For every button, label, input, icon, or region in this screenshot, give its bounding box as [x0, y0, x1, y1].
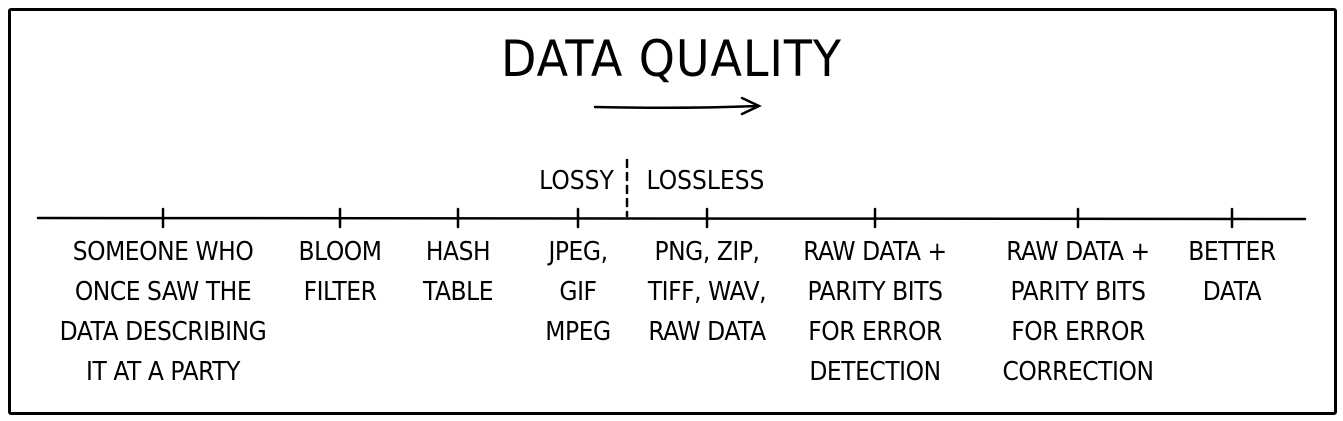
scale-item-line: TIFF, WAV,: [647, 277, 767, 307]
scale-item: RAW DATA + PARITY BITS FOR ERROR DETECTION: [767, 232, 983, 392]
scale-item-line: MPEG: [545, 317, 611, 347]
scale-item-line: FOR ERROR: [808, 317, 942, 347]
scale-item-line: BETTER: [1188, 237, 1276, 267]
scale-item-line: SOMEONE WHO: [72, 237, 254, 267]
scale-item-line: RAW DATA +: [1006, 237, 1150, 267]
scale-item: BLOOM FILTER: [232, 232, 448, 312]
scale-item: BETTER DATA: [1124, 232, 1340, 312]
scale-item-line: PARITY BITS: [1010, 277, 1146, 307]
scale-item-line: PNG, ZIP,: [654, 237, 760, 267]
scale-item: PNG, ZIP, TIFF, WAV, RAW DATA: [599, 232, 815, 352]
comic-frame: [8, 8, 1337, 415]
scale-item: HASH TABLE: [350, 232, 566, 312]
scale-item-line: RAW DATA: [648, 317, 766, 347]
axis-line: [36, 215, 1307, 221]
scale-item-line: DETECTION: [809, 357, 941, 387]
scale-item-line: PARITY BITS: [807, 277, 943, 307]
title: DATA QUALITY: [501, 30, 842, 88]
scale-item-line: CORRECTION: [1002, 357, 1154, 387]
scale-item: JPEG, GIF MPEG: [470, 232, 686, 352]
scale-item: SOMEONE WHO ONCE SAW THE DATA DESCRIBING IT…: [55, 232, 271, 392]
scale-item-line: FOR ERROR: [1011, 317, 1145, 347]
scale-item-line: DATA DESCRIBING: [59, 317, 267, 347]
scale-item-line: FILTER: [303, 277, 377, 307]
scale-item-line: BLOOM: [298, 237, 382, 267]
scale-item-line: RAW DATA +: [803, 237, 947, 267]
lossy-label: LOSSY: [539, 166, 614, 196]
scale-item-line: HASH: [425, 237, 491, 267]
scale-item-line: ONCE SAW THE: [74, 277, 252, 307]
scale-item-line: IT AT A PARTY: [86, 357, 240, 387]
scale-item-line: TABLE: [422, 277, 494, 307]
scale-item-line: GIF: [559, 277, 597, 307]
quality-arrow: [593, 96, 762, 116]
scale-item-line: DATA: [1202, 277, 1262, 307]
scale-item-line: JPEG,: [548, 237, 608, 267]
scale-item: RAW DATA + PARITY BITS FOR ERROR CORRECTION: [970, 232, 1186, 392]
lossless-label: LOSSLESS: [646, 166, 765, 196]
